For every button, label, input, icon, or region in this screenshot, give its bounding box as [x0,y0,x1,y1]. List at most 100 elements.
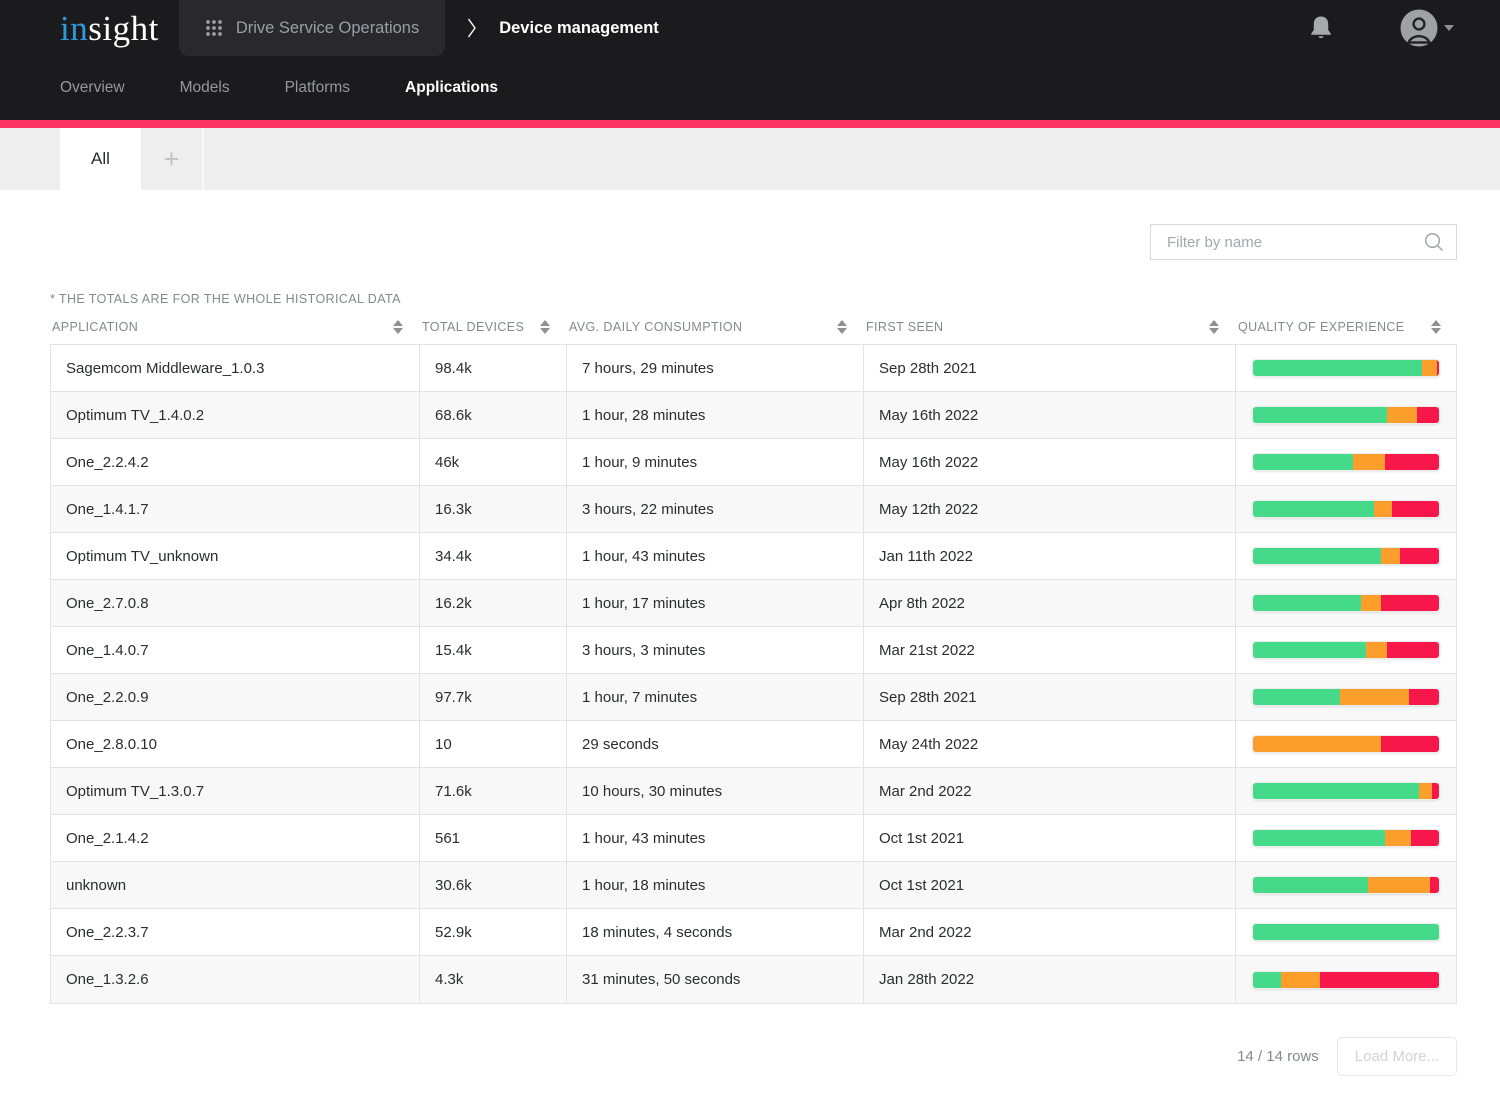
table-row[interactable]: unknown 30.6k 1 hour, 18 minutes Oct 1st 20… [51,862,1456,909]
qoe-stacked-bar [1253,830,1439,846]
accent-bar [0,120,1500,128]
load-more-button[interactable]: Load More... [1336,1037,1457,1076]
top-bar: insight Drive Service Operations Device … [0,0,1500,120]
cell-application: One_2.2.4.2 [51,439,420,485]
sort-icon[interactable] [393,320,403,334]
app-switcher[interactable]: Drive Service Operations [178,0,446,56]
cell-first-seen: Sep 28th 2021 [864,345,1236,391]
cell-application: unknown [51,862,420,908]
cell-first-seen: Sep 28th 2021 [864,674,1236,720]
table-row[interactable]: One_1.4.0.7 15.4k 3 hours, 3 minutes Mar 21… [51,627,1456,674]
table-row[interactable]: Optimum TV_1.4.0.2 68.6k 1 hour, 28 minute… [51,392,1456,439]
avatar [1400,9,1438,47]
cell-quality-of-experience [1236,486,1456,532]
table-row[interactable]: Optimum TV_unknown 34.4k 1 hour, 43 minute… [51,533,1456,580]
nav-item-applications[interactable]: Applications [405,79,499,96]
nav-item-models[interactable]: Models [179,79,230,96]
cell-first-seen: May 16th 2022 [864,439,1236,485]
qoe-segment-poor [1429,877,1439,893]
cell-avg-daily-consumption: 3 hours, 3 minutes [567,627,864,673]
qoe-segment-fair [1373,501,1393,517]
qoe-segment-good [1253,501,1374,517]
qoe-segment-good [1253,783,1419,799]
column-header-application[interactable]: APPLICATION [50,320,419,334]
qoe-stacked-bar [1253,924,1439,940]
qoe-segment-fair [1253,736,1382,752]
logo-text-in: in [60,8,89,48]
column-header-first-seen[interactable]: FIRST SEEN [863,320,1235,334]
cell-first-seen: May 16th 2022 [864,392,1236,438]
sort-icon[interactable] [1209,320,1219,334]
qoe-segment-poor [1431,783,1439,799]
table-row[interactable]: Sagemcom Middleware_1.0.3 98.4k 7 hours, 2… [51,345,1456,392]
qoe-segment-fair [1368,877,1430,893]
user-menu[interactable] [1400,9,1454,47]
grid-icon [205,19,223,37]
nav-item-platforms[interactable]: Platforms [284,79,351,96]
column-label: QUALITY OF EXPERIENCE [1238,320,1405,334]
notifications-bell-icon[interactable] [1308,14,1334,42]
table-row[interactable]: One_2.2.0.9 97.7k 1 hour, 7 minutes Sep 28t… [51,674,1456,721]
table-header: APPLICATION TOTAL DEVICES AVG. DAILY CONSU… [50,310,1457,344]
tab-strip: All + [0,128,1500,190]
cell-quality-of-experience [1236,768,1456,814]
cell-quality-of-experience [1236,721,1456,767]
cell-avg-daily-consumption: 31 minutes, 50 seconds [567,956,864,1003]
filter-box [1150,224,1457,260]
cell-quality-of-experience [1236,956,1456,1003]
column-header-quality-of-experience[interactable]: QUALITY OF EXPERIENCE [1235,320,1457,334]
tab-all-label: All [91,149,110,168]
cell-avg-daily-consumption: 29 seconds [567,721,864,767]
cell-application: One_1.3.2.6 [51,956,420,1003]
sort-icon[interactable] [540,320,550,334]
table-row[interactable]: One_1.4.1.7 16.3k 3 hours, 22 minutes May 1… [51,486,1456,533]
table-row[interactable]: Optimum TV_1.3.0.7 71.6k 10 hours, 30 minu… [51,768,1456,815]
table-row[interactable]: One_2.2.4.2 46k 1 hour, 9 minutes May 16th … [51,439,1456,486]
logo-text-sight: sight [88,8,159,48]
column-label: APPLICATION [52,320,139,334]
column-label: AVG. DAILY CONSUMPTION [569,320,743,334]
cell-application: One_1.4.1.7 [51,486,420,532]
cell-quality-of-experience [1236,815,1456,861]
filter-by-name-input[interactable] [1165,232,1423,252]
sort-icon[interactable] [837,320,847,334]
cell-first-seen: Apr 8th 2022 [864,580,1236,626]
column-header-total-devices[interactable]: TOTAL DEVICES [419,320,566,334]
qoe-stacked-bar [1253,595,1439,611]
table-row[interactable]: One_1.3.2.6 4.3k 31 minutes, 50 seconds Jan… [51,956,1456,1003]
table-row[interactable]: One_2.8.0.10 10 29 seconds May 24th 2022 [51,721,1456,768]
app-switcher-label: Drive Service Operations [235,18,420,37]
tab-all[interactable]: All [60,128,141,190]
qoe-stacked-bar [1253,783,1439,799]
cell-total-devices: 34.4k [420,533,567,579]
insight-logo[interactable]: insight [60,11,159,46]
qoe-segment-good [1253,689,1341,705]
qoe-segment-good [1253,877,1369,893]
qoe-stacked-bar [1253,360,1439,376]
cell-total-devices: 16.3k [420,486,567,532]
table-row[interactable]: One_2.2.3.7 52.9k 18 minutes, 4 seconds Mar… [51,909,1456,956]
qoe-segment-poor [1416,407,1439,423]
qoe-segment-poor [1392,501,1439,517]
table-row[interactable]: One_2.1.4.2 561 1 hour, 43 minutes Oct 1st … [51,815,1456,862]
top-bar-row: insight Drive Service Operations Device … [0,0,1500,56]
cell-total-devices: 4.3k [420,956,567,1003]
column-label: FIRST SEEN [866,320,944,334]
qoe-segment-good [1253,407,1387,423]
cell-total-devices: 30.6k [420,862,567,908]
cell-first-seen: May 24th 2022 [864,721,1236,767]
qoe-stacked-bar [1253,407,1439,423]
cell-application: One_2.2.0.9 [51,674,420,720]
column-header-avg-daily-consumption[interactable]: AVG. DAILY CONSUMPTION [566,320,863,334]
qoe-segment-good [1253,595,1361,611]
cell-first-seen: Oct 1st 2021 [864,815,1236,861]
add-tab-button[interactable]: + [141,128,204,190]
table-row[interactable]: One_2.7.0.8 16.2k 1 hour, 17 minutes Apr 8t… [51,580,1456,627]
cell-application: One_2.1.4.2 [51,815,420,861]
qoe-segment-poor [1409,689,1439,705]
qoe-segment-fair [1353,454,1386,470]
qoe-stacked-bar [1253,548,1439,564]
nav-item-overview[interactable]: Overview [60,79,125,96]
sort-icon[interactable] [1431,320,1441,334]
filter-row [50,190,1457,260]
